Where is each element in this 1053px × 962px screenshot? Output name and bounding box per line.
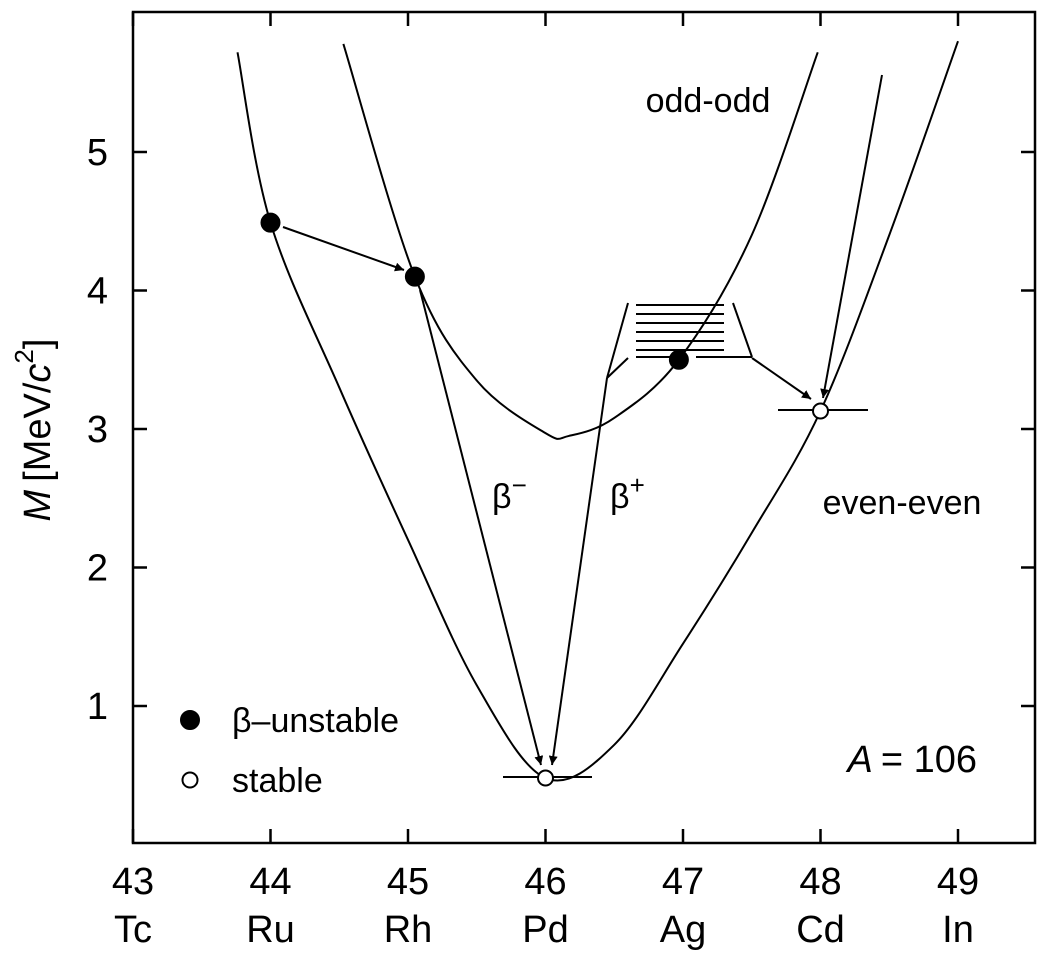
legend-marker bbox=[180, 710, 200, 730]
mass-symbol: A bbox=[845, 739, 872, 781]
open-marker bbox=[537, 769, 554, 787]
beta-plus-label: β+ bbox=[610, 470, 645, 516]
beta-sign: + bbox=[630, 470, 645, 500]
x-tick-label: 46 bbox=[524, 861, 566, 903]
element-label: Rh bbox=[384, 909, 433, 951]
element-label: Cd bbox=[796, 909, 845, 951]
curve-label: odd-odd bbox=[646, 82, 771, 120]
element-label: Ru bbox=[246, 909, 295, 951]
element-label: Tc bbox=[114, 909, 152, 951]
y-axis-label: M [MeV/c2] bbox=[9, 339, 59, 522]
curve-label: even-even bbox=[823, 484, 982, 522]
open-marker bbox=[812, 402, 829, 420]
legend-label: stable bbox=[232, 762, 323, 800]
x-tick-label: 47 bbox=[662, 861, 704, 903]
element-label: Ag bbox=[660, 909, 706, 951]
beta-sign: − bbox=[512, 470, 527, 500]
y-label-symbol: M bbox=[17, 489, 59, 521]
level-scheme bbox=[503, 302, 868, 778]
y-tick-label: 3 bbox=[87, 409, 108, 451]
beta-minus-label: β− bbox=[492, 470, 527, 516]
y-label-var: c bbox=[17, 364, 59, 383]
y-tick-label: 2 bbox=[87, 548, 108, 590]
mass-value: = 106 bbox=[881, 739, 977, 781]
plot-frame bbox=[131, 10, 1037, 845]
y-tick-label: 5 bbox=[87, 132, 108, 174]
beta-symbol: β bbox=[492, 478, 512, 516]
x-tick-label: 44 bbox=[249, 861, 291, 903]
x-tick-label: 43 bbox=[112, 861, 154, 903]
y-label-close: ] bbox=[17, 339, 59, 350]
legend-marker bbox=[181, 771, 199, 789]
decay-arrows bbox=[282, 74, 883, 766]
filled-marker bbox=[668, 349, 689, 370]
y-tick-label: 4 bbox=[87, 271, 108, 313]
filled-marker bbox=[260, 212, 281, 233]
beta-symbol: β bbox=[610, 478, 630, 516]
element-label: Pd bbox=[522, 909, 568, 951]
y-label-power: 2 bbox=[9, 349, 39, 363]
element-label: In bbox=[942, 909, 974, 951]
x-tick-label: 49 bbox=[937, 861, 979, 903]
x-tick-label: 48 bbox=[799, 861, 841, 903]
y-label-unit: [MeV/ bbox=[17, 382, 59, 482]
mass-number-label: A = 106 bbox=[845, 739, 977, 781]
filled-marker bbox=[404, 266, 425, 287]
x-tick-label: 45 bbox=[387, 861, 429, 903]
legend-label: β–unstable bbox=[232, 702, 399, 740]
curve bbox=[236, 40, 959, 782]
y-tick-label: 1 bbox=[87, 686, 108, 728]
